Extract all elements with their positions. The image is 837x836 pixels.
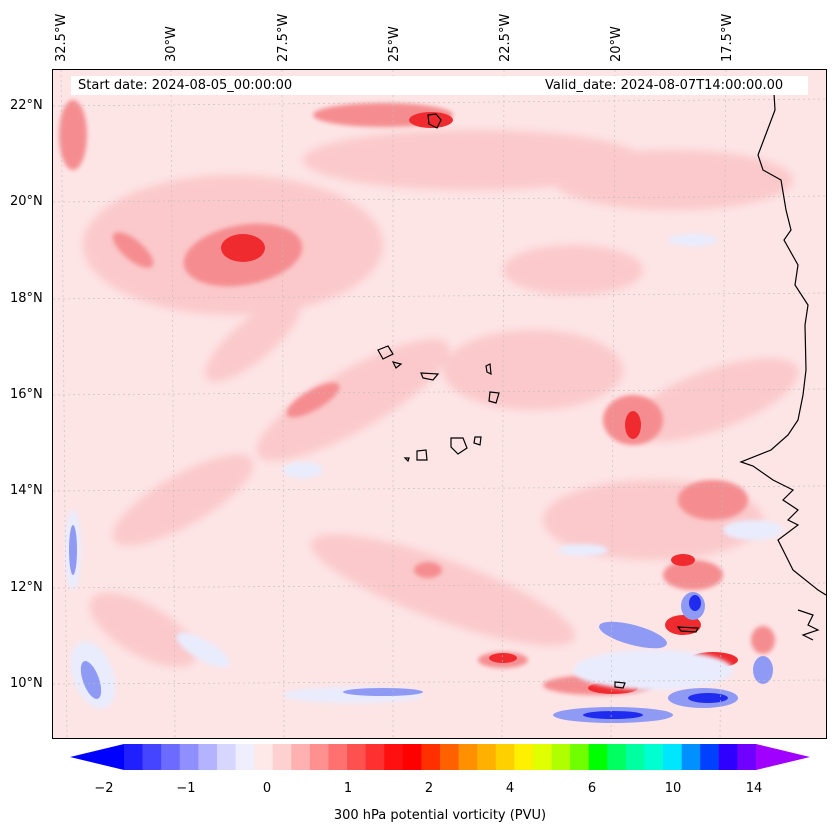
colorbar-cell: [421, 744, 441, 770]
lat-label-12n: 12°N: [10, 580, 43, 595]
colorbar-cell: [142, 744, 162, 770]
colorbar-cell: [625, 744, 645, 770]
lat-label-18n: 18°N: [10, 291, 43, 306]
colorbar-cell: [458, 744, 478, 770]
colorbar-min-arrow: [70, 744, 124, 770]
coastline: [377, 75, 826, 689]
colorbar-tick: 4: [505, 781, 515, 796]
colorbar-cell: [514, 744, 534, 770]
date-info-bar: [71, 76, 808, 95]
colorbar-cell: [663, 744, 683, 770]
lat-label-22n: 22°N: [10, 98, 43, 113]
colorbar-cell: [570, 744, 590, 770]
colorbar-tick: 2: [424, 781, 434, 796]
lat-label-14n: 14°N: [10, 483, 43, 498]
lat-label-16n: 16°N: [10, 387, 43, 402]
colorbar-max-arrow: [756, 744, 810, 770]
colorbar-label: 300 hPa potential vorticity (PVU): [333, 808, 547, 823]
colorbar-tick: −1: [176, 781, 196, 796]
lon-label-17-5w: 17.5°W: [720, 13, 735, 62]
colorbar-cell: [532, 744, 553, 770]
colorbar-tick: 10: [664, 781, 682, 796]
colorbar-tick: 1: [343, 781, 353, 796]
colorbar-cell: [681, 744, 701, 770]
map-panel[interactable]: [52, 69, 827, 739]
colorbar-cell: [440, 744, 460, 770]
lon-label-20w: 20°W: [609, 26, 624, 62]
colorbar-tick: −2: [94, 781, 114, 796]
colorbar-cell: [272, 744, 292, 770]
colorbar-cell: [644, 744, 664, 770]
colorbar-cell: [402, 744, 422, 770]
colorbar-cell: [179, 744, 199, 770]
lon-label-22-5w: 22.5°W: [498, 13, 513, 62]
colorbar-cell: [607, 744, 627, 770]
colorbar-cell: [551, 744, 571, 770]
colorbar-cell: [328, 744, 348, 770]
colorbar-cell: [254, 744, 274, 770]
colorbar-tick: 14: [745, 781, 763, 796]
colorbar-cell: [365, 744, 385, 770]
colorbar-cell: [700, 744, 720, 770]
pv-contour-field: [59, 100, 799, 723]
colorbar-cell: [198, 744, 218, 770]
valid-date-label: Valid_date: 2024-08-07T14:00:00.00: [545, 78, 784, 93]
colorbar-cell: [495, 744, 515, 770]
colorbar-cell: [309, 744, 329, 770]
colorbar-cell: [718, 744, 738, 770]
colorbar-cell: [124, 744, 144, 770]
colorbar-cell: [477, 744, 497, 770]
pv-field-map: [53, 70, 826, 738]
lat-label-20n: 20°N: [10, 194, 43, 209]
colorbar-cell: [384, 744, 404, 770]
colorbar-cell: [737, 744, 757, 770]
lon-label-25w: 25°W: [387, 26, 402, 62]
lon-label-27-5w: 27.5°W: [276, 13, 291, 62]
colorbar-cell: [291, 744, 311, 770]
start-date-label: Start date: 2024-08-05_00:00:00: [78, 78, 293, 93]
colorbar-cell: [216, 744, 237, 770]
colorbar-cell: [347, 744, 367, 770]
lat-label-10n: 10°N: [10, 676, 43, 691]
colorbar: [70, 744, 810, 770]
colorbar-cell: [235, 744, 255, 770]
colorbar-tick: 6: [587, 781, 597, 796]
lon-label-32-5w: 32.5°W: [54, 13, 69, 62]
map-gridlines: [53, 70, 826, 738]
colorbar-tick: 0: [262, 781, 272, 796]
colorbar-cell: [588, 744, 608, 770]
colorbar-cell: [161, 744, 181, 770]
lon-label-30w: 30°W: [164, 26, 179, 62]
